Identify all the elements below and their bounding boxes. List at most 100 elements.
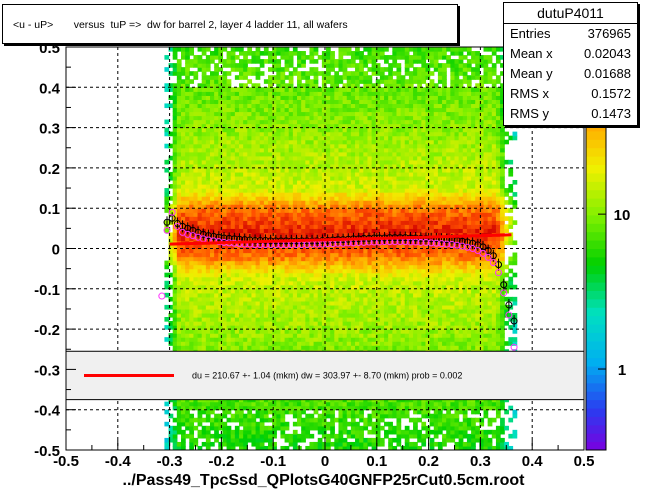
density-cell	[239, 99, 244, 105]
density-cell	[326, 268, 331, 274]
density-cell	[189, 151, 195, 157]
density-cell	[313, 119, 319, 125]
density-cell	[226, 401, 232, 407]
density-cell	[346, 345, 352, 350]
density-cell	[234, 220, 240, 225]
density-cell	[193, 300, 199, 306]
density-cell	[317, 329, 323, 334]
density-cell	[342, 115, 348, 121]
density-cell	[346, 264, 352, 270]
density-cell	[197, 151, 203, 157]
density-cell	[205, 300, 211, 306]
density-cell	[234, 284, 240, 290]
density-cell	[359, 95, 364, 100]
density-cell	[375, 151, 381, 157]
density-cell	[384, 143, 389, 149]
density-cell	[255, 143, 261, 149]
density-cell	[309, 155, 315, 161]
density-cell	[384, 333, 389, 338]
density-cell	[346, 135, 352, 141]
density-cell	[371, 123, 377, 129]
density-cell	[338, 228, 344, 233]
density-cell	[367, 179, 373, 185]
density-cell	[375, 272, 381, 278]
density-cell	[205, 244, 211, 250]
density-cell	[280, 248, 286, 254]
density-cell	[284, 159, 290, 165]
density-cell	[367, 333, 373, 338]
density-cell	[371, 55, 377, 60]
density-cell	[230, 337, 236, 342]
density-cell	[168, 244, 174, 250]
density-cell	[375, 296, 381, 302]
density-cell	[355, 413, 360, 419]
density-cell	[334, 232, 340, 238]
density-cell	[205, 220, 211, 225]
density-cell	[284, 95, 290, 100]
density-cell	[297, 55, 302, 60]
density-cell	[276, 312, 282, 318]
density-cell	[309, 59, 315, 64]
density-cell	[218, 79, 224, 84]
density-cell	[222, 171, 228, 177]
density-cell	[317, 115, 323, 121]
density-cell	[288, 131, 294, 137]
density-cell	[334, 252, 340, 258]
density-cell	[301, 224, 306, 229]
density-cell	[205, 260, 211, 266]
density-cell	[247, 91, 253, 96]
density-cell	[363, 441, 369, 447]
density-cell	[259, 155, 265, 161]
density-cell	[268, 119, 273, 125]
density-cell	[288, 155, 294, 161]
density-cell	[363, 288, 369, 294]
density-cell	[317, 99, 323, 105]
density-cell	[214, 321, 219, 326]
density-cell	[342, 413, 348, 419]
density-cell	[276, 159, 282, 165]
density-cell	[350, 329, 356, 334]
density-cell	[375, 300, 381, 306]
density-cell	[239, 312, 244, 318]
density-cell	[375, 179, 381, 185]
density-cell	[259, 280, 265, 286]
density-cell	[210, 276, 215, 282]
density-cell	[272, 155, 277, 161]
density-cell	[338, 167, 344, 173]
density-cell	[350, 300, 356, 306]
density-cell	[176, 171, 182, 177]
density-cell	[375, 288, 381, 294]
density-cell	[317, 345, 323, 350]
density-cell	[359, 79, 364, 84]
density-cell	[334, 192, 340, 197]
density-cell	[210, 425, 215, 431]
density-cell	[284, 167, 290, 173]
density-cell	[255, 59, 261, 64]
density-cell	[201, 155, 207, 161]
density-cell	[379, 111, 385, 117]
density-cell	[301, 312, 306, 318]
density-cell	[201, 264, 207, 270]
density-cell	[247, 119, 253, 125]
density-cell	[214, 107, 219, 113]
density-cell	[371, 135, 377, 141]
density-cell	[346, 256, 352, 262]
density-cell	[342, 91, 348, 96]
density-cell	[355, 429, 360, 435]
density-cell	[330, 196, 335, 201]
density-cell	[350, 135, 356, 141]
density-cell	[301, 171, 306, 177]
density-cell	[218, 433, 224, 439]
density-cell	[247, 188, 253, 193]
density-cell	[305, 429, 311, 435]
density-cell	[301, 103, 306, 109]
density-cell	[164, 103, 170, 109]
density-cell	[297, 51, 302, 56]
density-cell	[263, 260, 269, 266]
density-cell	[259, 329, 265, 334]
density-cell	[239, 308, 244, 314]
density-cell	[185, 288, 190, 294]
density-cell	[185, 67, 190, 72]
density-cell	[346, 107, 352, 113]
density-cell	[346, 220, 352, 225]
